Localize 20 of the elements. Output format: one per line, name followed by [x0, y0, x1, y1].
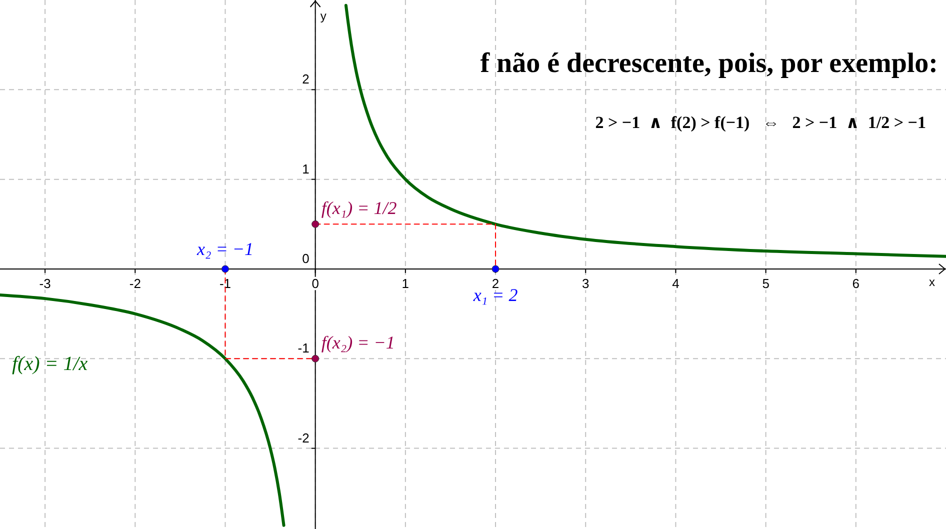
annotation: x₂ = −1 — [196, 238, 254, 259]
y-axis-title: y — [320, 9, 326, 23]
x-tick-label: -3 — [39, 276, 51, 291]
text: f não é decrescente, pois, por exemplo: — [480, 48, 938, 79]
x-axis-title: x — [929, 274, 935, 289]
x-tick-label: 6 — [852, 276, 860, 291]
y-tick-label: 1 — [302, 161, 310, 176]
x-tick-label: 4 — [672, 276, 680, 291]
annotation: f(x₁) = 1/2 — [321, 198, 397, 218]
text: 2 > −1 ∧ f(2) > f(−1) ⇔ 2 > −1 ∧ 1/2 > −1 — [595, 113, 926, 132]
y-tick-label: -2 — [298, 430, 310, 446]
y-tick-label: 2 — [302, 72, 310, 87]
x-tick-label: 3 — [582, 276, 590, 291]
x-tick-label: 1 — [402, 276, 410, 291]
y-tick-label: 0 — [302, 250, 310, 266]
x-tick-label: 5 — [762, 276, 770, 291]
y-tick-label: -1 — [298, 340, 310, 356]
annotation: f(x₂) = −1 — [321, 332, 395, 353]
x-tick-label: -2 — [129, 276, 141, 291]
text: f(x) = 1/x — [12, 352, 88, 375]
